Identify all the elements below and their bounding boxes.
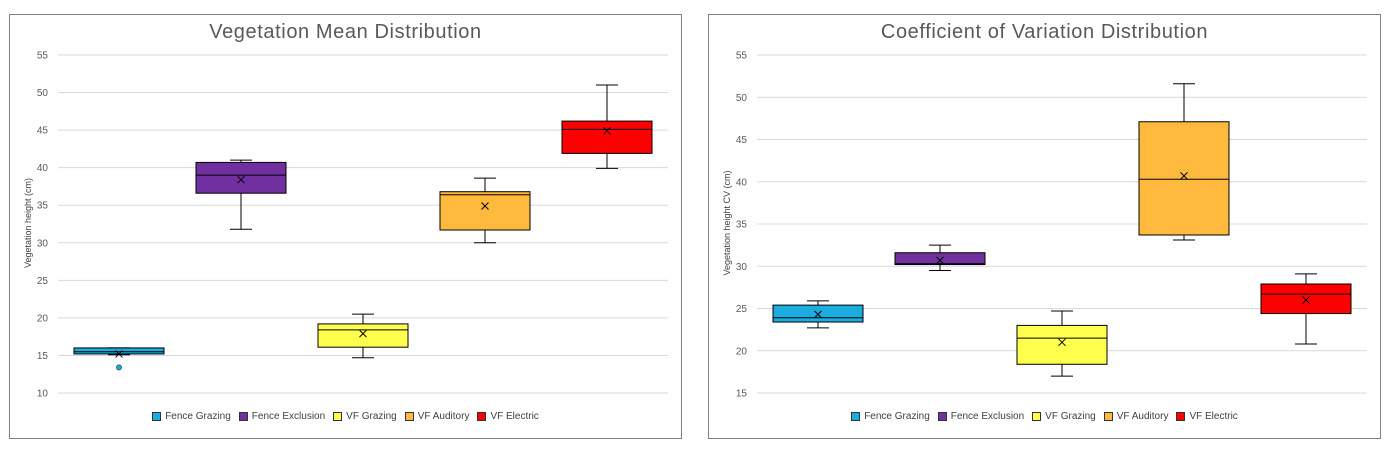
box-fence-grazing [73, 347, 165, 371]
mean-marker [1058, 338, 1066, 347]
chart-legend: Fence Grazing Fence Exclusion VF Grazing VF… [709, 411, 1380, 422]
chart-plot-area: 10 15 20 25 30 35 40 45 50 55 [37, 51, 668, 400]
box-fence-exclusion [894, 244, 986, 271]
y-tick-label: 15 [37, 351, 49, 362]
box-vf-grazing [317, 313, 409, 359]
chart-plot-area: 15 20 25 30 35 40 45 50 55 [736, 51, 1367, 400]
legend-label: Fence Exclusion [950, 411, 1025, 422]
y-tick-label: 30 [37, 238, 49, 249]
y-tick-label: 40 [37, 163, 49, 174]
box-vf-electric [561, 84, 653, 169]
y-tick-label: 35 [37, 201, 49, 212]
legend-swatch [1032, 412, 1042, 421]
box-fence-grazing [772, 300, 864, 329]
legend-item: VF Auditory [1103, 411, 1169, 422]
box-vf-auditory [439, 177, 531, 244]
y-tick-label: 30 [736, 262, 748, 273]
legend-item: VF Grazing [333, 411, 397, 422]
legend-item: VF Auditory [404, 411, 470, 422]
legend-swatch [238, 412, 248, 421]
legend-swatch [1103, 412, 1113, 421]
legend-label: VF Auditory [417, 411, 470, 422]
box-vf-grazing [1016, 310, 1108, 377]
legend-swatch [937, 412, 947, 421]
legend-item: VF Electric [477, 411, 539, 422]
legend-item: Fence Exclusion [937, 411, 1025, 422]
mean-marker [481, 202, 489, 210]
legend-swatch [851, 412, 861, 421]
y-tick-label: 45 [37, 126, 49, 137]
y-tick-label: 20 [37, 313, 49, 324]
mean-marker [814, 310, 822, 319]
y-tick-label: 25 [736, 304, 748, 315]
legend-label: VF Auditory [1116, 411, 1169, 422]
box-body [439, 191, 531, 231]
box-body [1138, 121, 1230, 236]
box-vf-auditory [1138, 83, 1230, 241]
mean-marker [359, 329, 367, 338]
legend-swatch [477, 412, 487, 421]
y-tick-label: 35 [736, 220, 748, 231]
box-body [317, 323, 409, 348]
legend-item: Fence Exclusion [238, 411, 326, 422]
legend-label: Fence Exclusion [251, 411, 326, 422]
legend-swatch [333, 412, 343, 421]
legend-label: VF Electric [1189, 411, 1238, 422]
box-body [561, 120, 653, 154]
mean-marker [115, 350, 123, 358]
y-tick-label: 55 [736, 51, 748, 62]
chart-panel-coefficient-of-variation: Coefficient of Variation Distribution Ve… [708, 14, 1381, 439]
legend-item: Fence Grazing [152, 411, 231, 422]
y-tick-label: 10 [37, 389, 49, 400]
mean-marker [237, 175, 245, 184]
box-vf-electric [1260, 273, 1352, 345]
box-fence-exclusion [195, 159, 287, 230]
y-tick-label: 20 [736, 346, 748, 357]
legend-swatch [1176, 412, 1186, 421]
legend-item: VF Grazing [1032, 411, 1096, 422]
box-body [73, 347, 165, 355]
chart-legend: Fence Grazing Fence Exclusion VF Grazing VF… [10, 411, 681, 422]
chart-panel-vegetation-mean: Vegetation Mean Distribution Vegetation … [9, 14, 682, 439]
legend-label: Fence Grazing [864, 411, 930, 422]
chart-title: Vegetation Mean Distribution [209, 21, 482, 43]
y-tick-label: 15 [736, 389, 748, 400]
legend-item: VF Electric [1176, 411, 1238, 422]
box-body [1260, 283, 1352, 315]
legend-label: Fence Grazing [165, 411, 231, 422]
legend-swatch [404, 412, 414, 421]
legend-swatch [152, 412, 162, 421]
box-body [195, 161, 287, 194]
box-body [894, 252, 986, 266]
legend-item: Fence Grazing [851, 411, 930, 422]
y-tick-label: 40 [736, 177, 748, 188]
legend-label: VF Electric [490, 411, 539, 422]
y-tick-label: 25 [37, 276, 49, 287]
outlier-point [116, 364, 122, 371]
mean-marker [936, 256, 944, 265]
chart-title: Coefficient of Variation Distribution [880, 21, 1209, 43]
y-tick-label: 45 [736, 135, 748, 146]
y-tick-label: 55 [37, 51, 49, 62]
box-body [772, 304, 864, 323]
y-tick-label: 50 [37, 88, 49, 99]
mean-marker [1180, 171, 1188, 180]
legend-label: VF Grazing [1045, 411, 1096, 422]
legend-label: VF Grazing [346, 411, 397, 422]
y-tick-label: 50 [736, 93, 748, 104]
mean-marker [1302, 296, 1310, 304]
mean-marker [603, 127, 611, 135]
box-body [1016, 324, 1108, 365]
